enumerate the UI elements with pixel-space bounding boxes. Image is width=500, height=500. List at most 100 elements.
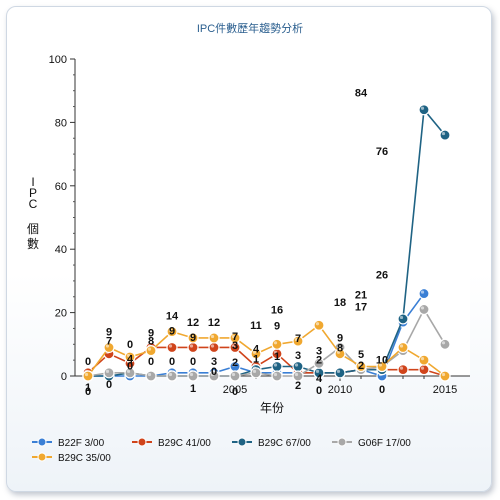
data-point-highlight: [420, 357, 425, 361]
data-point-highlight: [168, 328, 173, 332]
y-tick-label: 40: [55, 244, 67, 256]
data-label: 17: [355, 301, 367, 313]
data-point[interactable]: [418, 364, 430, 376]
data-point-highlight: [420, 366, 425, 370]
data-point-highlight: [273, 341, 278, 345]
series-lines: [82, 104, 451, 382]
data-point-highlight: [273, 372, 278, 377]
data-label: 0: [232, 386, 238, 398]
data-point[interactable]: [397, 341, 409, 354]
data-point[interactable]: [271, 370, 283, 382]
data-label: 2: [232, 357, 238, 369]
data-point[interactable]: [418, 104, 430, 116]
data-point[interactable]: [82, 370, 94, 382]
data-label: 9: [106, 326, 112, 338]
data-label: 0: [379, 384, 385, 396]
data-point[interactable]: [439, 129, 451, 141]
data-point[interactable]: [208, 341, 220, 354]
data-label: 0: [169, 356, 175, 368]
y-tick-label: 100: [49, 54, 67, 66]
data-point[interactable]: [187, 341, 199, 354]
data-label: 3: [295, 350, 301, 362]
data-label: 1: [190, 383, 196, 395]
data-point[interactable]: [439, 370, 451, 382]
data-point-highlight: [336, 369, 341, 373]
data-point-highlight: [315, 369, 320, 373]
data-point[interactable]: [166, 370, 178, 382]
data-point[interactable]: [208, 332, 220, 344]
data-label: 0: [85, 356, 91, 368]
data-label: 3: [232, 340, 238, 352]
data-label: 0: [106, 379, 112, 391]
y-tick-label: 80: [55, 117, 67, 129]
data-label: 8: [148, 335, 154, 347]
data-point-highlight: [147, 347, 152, 351]
y-tick-label: 20: [55, 308, 67, 320]
legend-item[interactable]: B29C 67/00: [232, 437, 311, 449]
data-point-highlight: [189, 372, 194, 377]
y-axis-label-char: C: [29, 197, 38, 211]
data-point[interactable]: [103, 367, 115, 379]
data-point-highlight: [84, 372, 89, 377]
data-label: 9: [148, 327, 154, 339]
data-point[interactable]: [292, 360, 304, 373]
data-point[interactable]: [439, 338, 451, 350]
data-label: 21: [355, 289, 367, 301]
data-point[interactable]: [418, 303, 430, 316]
legend-item[interactable]: B29C 41/00: [132, 437, 211, 449]
data-point-highlight: [273, 350, 278, 354]
legend-swatch-marker: [237, 437, 247, 447]
data-point-highlight: [315, 360, 320, 364]
data-point-highlight: [315, 322, 320, 326]
legend-swatch-marker: [37, 452, 47, 462]
data-point[interactable]: [418, 354, 430, 366]
data-point[interactable]: [397, 364, 409, 376]
legend-swatch-marker: [337, 437, 347, 447]
legend-label: B29C 67/00: [258, 438, 311, 449]
data-point-highlight: [273, 363, 278, 367]
data-point-highlight: [168, 344, 173, 348]
data-point-highlight: [105, 344, 110, 348]
data-label: 1: [253, 353, 259, 365]
data-point[interactable]: [418, 287, 430, 300]
data-point[interactable]: [313, 319, 325, 331]
data-label: 11: [250, 320, 262, 332]
chart-title: IPC件數歷年趨勢分析: [197, 21, 303, 35]
data-point-highlight: [168, 372, 173, 377]
data-point-highlight: [378, 363, 383, 367]
data-point-highlight: [147, 372, 152, 377]
data-label: 26: [376, 270, 388, 282]
data-point[interactable]: [229, 370, 241, 382]
data-point[interactable]: [397, 313, 409, 325]
y-axis-label-char: I: [31, 175, 34, 189]
data-point[interactable]: [166, 341, 178, 354]
data-point[interactable]: [145, 370, 157, 382]
data-label: 7: [106, 335, 112, 347]
data-point[interactable]: [271, 338, 283, 350]
data-label: 0: [316, 385, 322, 397]
data-point[interactable]: [250, 367, 262, 379]
legend-item[interactable]: B22F 3/00: [32, 437, 105, 449]
data-point-highlight: [441, 341, 446, 345]
data-label: 7: [295, 333, 301, 345]
y-tick-label: 60: [55, 181, 67, 193]
legend-item[interactable]: G06F 17/00: [332, 437, 411, 449]
data-label: 8: [337, 342, 343, 354]
data-label: 76: [376, 146, 388, 158]
data-point[interactable]: [187, 370, 199, 382]
data-point-highlight: [126, 353, 131, 358]
data-label: 0: [190, 356, 196, 368]
data-point-highlight: [336, 350, 341, 354]
data-label: 7: [232, 331, 238, 343]
data-label: 9: [337, 332, 343, 344]
y-tick-label: 0: [61, 371, 67, 383]
data-point-highlight: [189, 344, 194, 348]
data-label: 10: [376, 354, 388, 366]
legend-item[interactable]: B29C 35/00: [32, 452, 111, 464]
legend-swatch-marker: [137, 437, 147, 447]
data-point-highlight: [441, 372, 446, 377]
data-point[interactable]: [334, 367, 346, 379]
data-label: 1: [274, 351, 280, 363]
data-point-highlight: [189, 334, 194, 339]
